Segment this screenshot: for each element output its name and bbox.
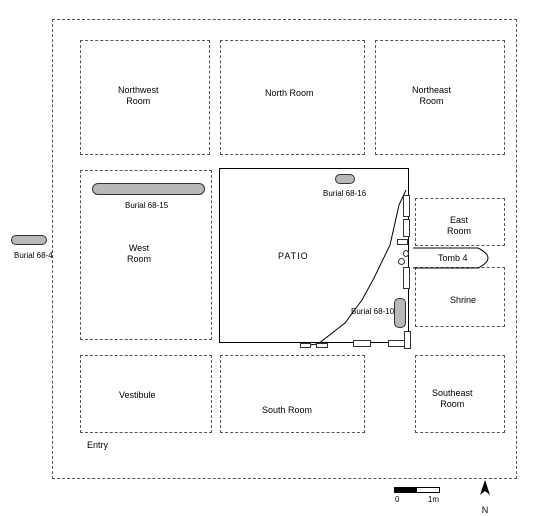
scale-label-0: 0: [395, 495, 399, 504]
stone: [404, 331, 411, 349]
stone: [397, 239, 408, 245]
label-burial-68-4: Burial 68-4: [14, 251, 53, 261]
label-southeast: Southeast Room: [432, 388, 473, 410]
stone: [398, 258, 405, 265]
label-burial-68-16: Burial 68-16: [323, 189, 366, 199]
label-south: South Room: [262, 405, 312, 416]
stone: [403, 195, 410, 217]
label-vestibule: Vestibule: [119, 390, 156, 401]
label-east: East Room: [447, 215, 471, 237]
stone: [388, 340, 405, 347]
scale-seg-0: [395, 488, 417, 492]
burial-68-10-shape: [394, 298, 406, 328]
label-burial-68-15: Burial 68-15: [125, 201, 168, 211]
north-label: N: [476, 505, 494, 516]
stone: [316, 343, 328, 348]
stone: [353, 340, 371, 347]
scale-seg-1: [417, 488, 439, 492]
scale-label-1: 1m: [428, 495, 439, 504]
label-northeast: Northeast Room: [412, 85, 451, 107]
burial-68-15-shape: [92, 183, 205, 195]
stone: [403, 219, 410, 237]
label-north: North Room: [265, 88, 314, 99]
burial-68-4-shape: [11, 235, 47, 245]
label-patio: PATIO: [278, 251, 309, 262]
stone: [403, 250, 409, 257]
floorplan-canvas: Northwest Room North Room Northeast Room…: [0, 0, 540, 509]
label-tomb4: Tomb 4: [438, 253, 468, 264]
stone: [403, 267, 410, 289]
scale-bar: 0 1m: [395, 487, 439, 504]
label-shrine: Shrine: [450, 295, 476, 306]
burial-68-16-shape: [335, 174, 355, 184]
label-entry: Entry: [87, 440, 108, 451]
north-arrow-icon: [476, 480, 494, 500]
stone: [300, 343, 311, 348]
label-burial-68-10: Burial 68-10: [351, 307, 394, 317]
north-arrow: N: [476, 480, 494, 516]
label-west: West Room: [127, 243, 151, 265]
label-northwest: Northwest Room: [118, 85, 159, 107]
